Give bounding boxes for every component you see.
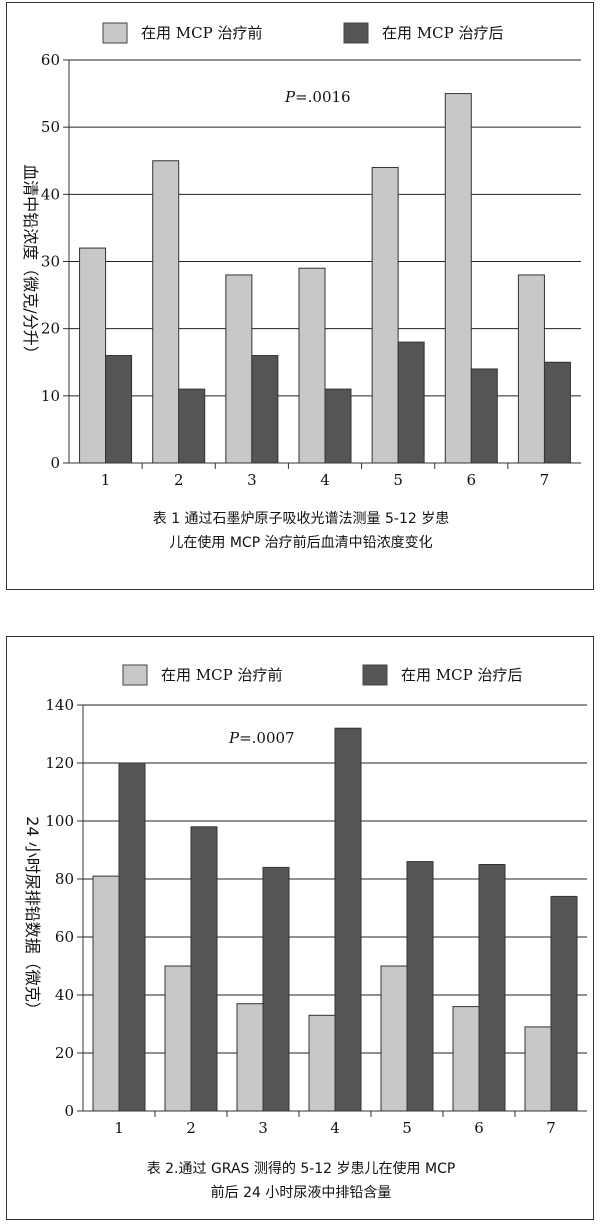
chart-1-x-tick-label: 2 — [174, 471, 184, 489]
chart-2-bar-after — [478, 864, 506, 1112]
chart-1-legend: 在用 MCP 治疗前 在用 MCP 治疗后 — [102, 22, 503, 44]
chart-1-caption-line-1: 表 1 通过石墨炉原子吸收光谱法测量 5-12 岁患 — [152, 511, 450, 527]
chart-1-p-value-annotation: P=.0016 — [284, 88, 351, 106]
chart-2-caption-line-2: 前后 24 小时尿液中排铅含量 — [210, 1185, 392, 1201]
chart-1-legend-swatch-2 — [343, 22, 369, 44]
chart-2-y-tick-label: 140 — [45, 696, 74, 714]
chart-2-y-tick-label: 60 — [55, 928, 74, 946]
chart-2-y-tick-label: 20 — [55, 1044, 74, 1062]
chart-1-y-axis-label: 血清中铅浓度（微克/分升） — [21, 164, 40, 361]
chart-2-bar-before — [236, 1003, 264, 1112]
chart-1-x-tick-label: 4 — [320, 471, 330, 489]
chart-panel-1: 在用 MCP 治疗前 在用 MCP 治疗后 0 10 20 30 40 50 60 1 2 3 4 5 6 7… — [6, 2, 594, 590]
chart-2-bar-after — [190, 826, 218, 1112]
chart-1-bar-before — [152, 160, 180, 464]
chart-1-bar-before — [298, 267, 326, 464]
chart-1-svg: 在用 MCP 治疗前 在用 MCP 治疗后 0 10 20 30 40 50 60 1 2 3 4 5 6 7… — [21, 22, 581, 489]
chart-1-y-tick-label: 0 — [50, 454, 60, 472]
chart-1-bar-after — [105, 355, 133, 464]
chart-1-y-tick-label: 30 — [41, 253, 60, 271]
chart-2-bar-before — [380, 965, 408, 1112]
chart-2-p-value-italic: P — [228, 729, 240, 747]
chart-2-bar-before — [308, 1014, 336, 1112]
chart-2-bar-after — [262, 866, 290, 1112]
chart-2-svg: 在用 MCP 治疗前 在用 MCP 治疗后 0 20 40 60 80 100 120 140 1 2… — [23, 664, 587, 1137]
chart-2-bar-after — [406, 861, 434, 1112]
chart-2-x-tick-label: 2 — [186, 1119, 196, 1137]
chart-2-bar-after — [118, 762, 146, 1112]
chart-1-bar-after — [324, 388, 352, 464]
chart-2-y-tick-label: 40 — [55, 986, 74, 1004]
chart-2-bar-before — [92, 875, 120, 1112]
chart-1-legend-swatch-1 — [102, 22, 128, 44]
chart-2-caption-line-1: 表 2.通过 GRAS 测得的 5-12 岁患儿在使用 MCP — [146, 1161, 456, 1177]
chart-1-bar-before — [225, 274, 253, 464]
chart-2-x-tick-label: 3 — [258, 1119, 268, 1137]
chart-1-x-tick-label: 7 — [540, 471, 550, 489]
chart-1-x-tick-label: 1 — [101, 471, 111, 489]
chart-1-x-tick-label: 3 — [247, 471, 257, 489]
chart-2-x-tick-label: 6 — [474, 1119, 484, 1137]
chart-1-caption-line-2: 儿在使用 MCP 治疗前后血清中铅浓度变化 — [169, 535, 433, 551]
chart-1-p-value-italic: P — [284, 88, 296, 106]
chart-1-y-tick-label: 60 — [41, 51, 60, 69]
chart-2-legend-swatch-2 — [362, 664, 388, 686]
chart-1-y-tick-label: 50 — [41, 118, 60, 136]
chart-2-legend-swatch-1 — [122, 664, 148, 686]
chart-1-bar-after — [251, 355, 279, 464]
chart-1-bar-before — [444, 93, 472, 464]
chart-1-bar-before — [371, 166, 399, 464]
chart-1-caption: 表 1 通过石墨炉原子吸收光谱法测量 5-12 岁患 儿在使用 MCP 治疗前后… — [7, 507, 595, 555]
chart-2-p-value-annotation: P=.0007 — [228, 729, 295, 747]
chart-2-legend: 在用 MCP 治疗前 在用 MCP 治疗后 — [122, 664, 522, 686]
chart-1-y-tick-label: 40 — [41, 185, 60, 203]
chart-2-legend-label-1: 在用 MCP 治疗前 — [161, 666, 282, 684]
chart-2-y-tick-label: 80 — [55, 870, 74, 888]
chart-2-caption: 表 2.通过 GRAS 测得的 5-12 岁患儿在使用 MCP 前后 24 小时… — [7, 1157, 595, 1205]
chart-2-legend-label-2: 在用 MCP 治疗后 — [401, 666, 522, 684]
chart-1-y-tick-label: 10 — [41, 387, 60, 405]
chart-2-y-axis-label: 24 小时尿排铅数据（微克） — [23, 816, 42, 1017]
chart-2-bar-before — [452, 1006, 480, 1112]
chart-1-bar-after — [178, 388, 206, 464]
chart-1-bar-after — [543, 361, 571, 464]
chart-1-x-tick-label: 6 — [467, 471, 477, 489]
chart-1-y-tick-label: 20 — [41, 320, 60, 338]
chart-2-bar-before — [164, 965, 192, 1112]
chart-1-legend-label-1: 在用 MCP 治疗前 — [141, 24, 262, 42]
chart-1-bar-before — [79, 247, 107, 464]
chart-1-legend-label-2: 在用 MCP 治疗后 — [382, 24, 503, 42]
chart-2-x-tick-label: 7 — [546, 1119, 556, 1137]
chart-1-x-tick-label: 5 — [393, 471, 403, 489]
chart-2-bar-before — [524, 1026, 552, 1112]
chart-2-x-tick-label: 5 — [402, 1119, 412, 1137]
chart-2-p-value-number: =.0007 — [239, 729, 295, 747]
chart-1-p-value-number: =.0016 — [295, 88, 351, 106]
chart-2-x-tick-label: 1 — [114, 1119, 124, 1137]
chart-1-bar-after — [397, 341, 425, 464]
chart-2-bar-after — [550, 895, 578, 1112]
chart-2-y-tick-label: 100 — [45, 812, 74, 830]
chart-2-y-tick-label: 0 — [64, 1102, 74, 1120]
chart-2-bar-after — [334, 727, 362, 1112]
chart-2-y-tick-label: 120 — [45, 754, 74, 772]
chart-panel-2: 在用 MCP 治疗前 在用 MCP 治疗后 0 20 40 60 80 100 120 140 1 2… — [6, 636, 594, 1220]
chart-2-x-tick-label: 4 — [330, 1119, 340, 1137]
chart-1-bar-after — [470, 368, 498, 464]
chart-1-bar-before — [517, 274, 545, 464]
